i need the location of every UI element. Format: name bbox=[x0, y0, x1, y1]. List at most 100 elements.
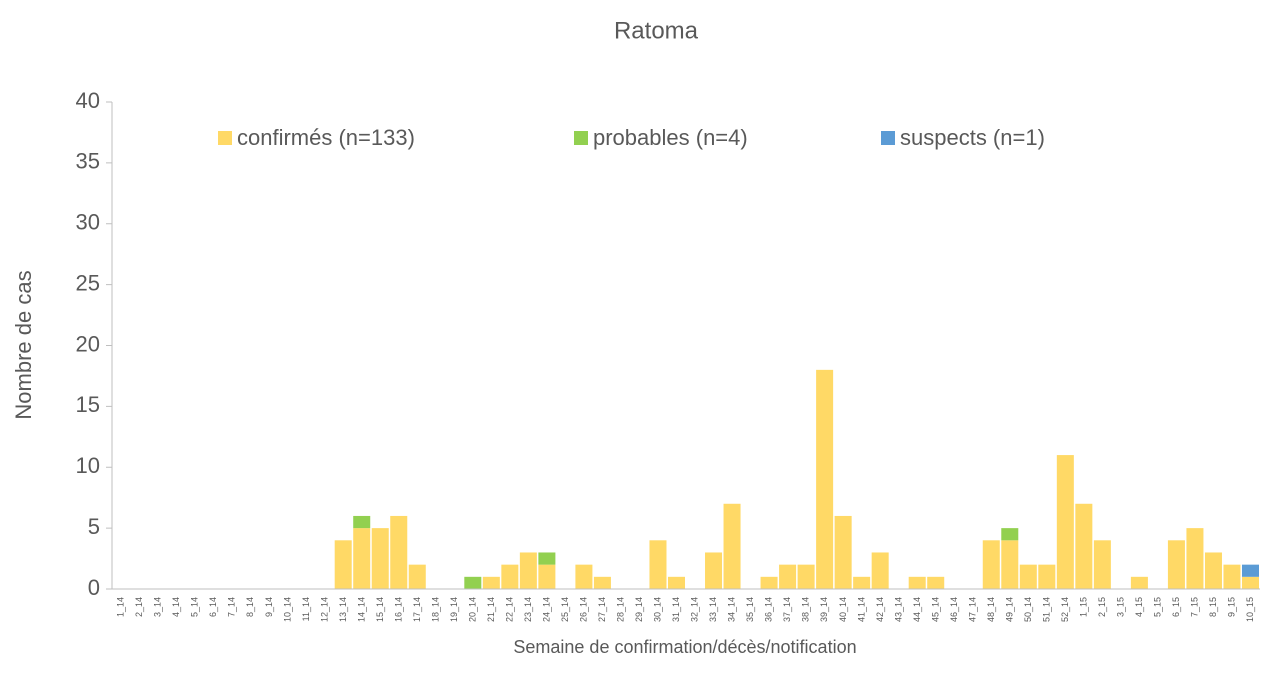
bar-segment bbox=[538, 552, 556, 565]
chart-title: Ratoma bbox=[614, 17, 699, 44]
x-tick-label: 33_14 bbox=[708, 597, 718, 622]
bar-segment bbox=[538, 564, 556, 589]
x-tick-label: 38_14 bbox=[801, 597, 811, 622]
x-tick-label: 3_14 bbox=[153, 597, 163, 617]
bar-segment bbox=[649, 540, 667, 589]
x-tick-label: 2_15 bbox=[1097, 597, 1107, 617]
x-tick-label: 8_14 bbox=[245, 597, 255, 617]
x-tick-label: 1_14 bbox=[116, 597, 126, 617]
legend-swatch bbox=[218, 131, 232, 145]
x-tick-label: 51_14 bbox=[1041, 597, 1051, 622]
bar-segment bbox=[1130, 576, 1148, 589]
bar-segment bbox=[464, 576, 482, 589]
x-tick-label: 22_14 bbox=[504, 597, 514, 622]
x-tick-label: 23_14 bbox=[523, 597, 533, 622]
x-tick-label: 13_14 bbox=[338, 597, 348, 622]
x-tick-label: 1_15 bbox=[1078, 597, 1088, 617]
y-tick-label: 0 bbox=[88, 575, 100, 600]
x-tick-label: 49_14 bbox=[1004, 597, 1014, 622]
x-tick-label: 48_14 bbox=[986, 597, 996, 622]
bar-segment bbox=[927, 576, 945, 589]
x-tick-label: 45_14 bbox=[930, 597, 940, 622]
bar-segment bbox=[853, 576, 871, 589]
x-tick-label: 6_14 bbox=[208, 597, 218, 617]
bar-segment bbox=[779, 564, 797, 589]
bar-segment bbox=[353, 528, 371, 589]
x-tick-label: 9_15 bbox=[1227, 597, 1237, 617]
x-tick-label: 4_15 bbox=[1134, 597, 1144, 617]
legend-swatch bbox=[881, 131, 895, 145]
x-tick-label: 14_14 bbox=[356, 597, 366, 622]
x-tick-label: 27_14 bbox=[597, 597, 607, 622]
x-tick-label: 6_15 bbox=[1171, 597, 1181, 617]
bar-segment bbox=[1093, 540, 1111, 589]
bar-segment bbox=[723, 503, 741, 589]
x-tick-label: 28_14 bbox=[616, 597, 626, 622]
y-tick-label: 40 bbox=[76, 88, 100, 113]
x-tick-label: 4_14 bbox=[171, 597, 181, 617]
x-tick-label: 39_14 bbox=[819, 597, 829, 622]
bar-segment bbox=[1223, 564, 1241, 589]
bar-segment bbox=[982, 540, 1000, 589]
x-tick-label: 26_14 bbox=[579, 597, 589, 622]
x-tick-label: 29_14 bbox=[634, 597, 644, 622]
bar-segment bbox=[816, 369, 834, 589]
legend-swatch bbox=[574, 131, 588, 145]
x-tick-label: 21_14 bbox=[486, 597, 496, 622]
bar-segment bbox=[1167, 540, 1185, 589]
x-tick-label: 24_14 bbox=[542, 597, 552, 622]
bar-segment bbox=[1241, 564, 1259, 577]
x-tick-label: 5_14 bbox=[190, 597, 200, 617]
x-tick-label: 19_14 bbox=[449, 597, 459, 622]
bar-segment bbox=[1241, 576, 1259, 589]
x-tick-label: 3_15 bbox=[1116, 597, 1126, 617]
bar-segment bbox=[390, 515, 408, 589]
x-tick-label: 5_15 bbox=[1153, 597, 1163, 617]
y-tick-label: 5 bbox=[88, 514, 100, 539]
legend-label: suspects (n=1) bbox=[900, 125, 1045, 150]
legend-label: confirmés (n=133) bbox=[237, 125, 415, 150]
x-tick-label: 43_14 bbox=[893, 597, 903, 622]
x-tick-label: 15_14 bbox=[375, 597, 385, 622]
bar-segment bbox=[371, 528, 389, 589]
x-tick-label: 8_15 bbox=[1208, 597, 1218, 617]
x-tick-label: 44_14 bbox=[912, 597, 922, 622]
bar-segment bbox=[1001, 528, 1019, 541]
bar-segment bbox=[1001, 540, 1019, 589]
x-tick-label: 25_14 bbox=[560, 597, 570, 622]
x-tick-label: 12_14 bbox=[319, 597, 329, 622]
bar-segment bbox=[1075, 503, 1093, 589]
bar-segment bbox=[667, 576, 685, 589]
bar-segment bbox=[593, 576, 611, 589]
bar-segment bbox=[871, 552, 889, 589]
bar-segment bbox=[1038, 564, 1056, 589]
y-tick-label: 20 bbox=[76, 331, 100, 356]
x-tick-label: 18_14 bbox=[430, 597, 440, 622]
x-tick-label: 37_14 bbox=[782, 597, 792, 622]
x-tick-label: 20_14 bbox=[467, 597, 477, 622]
bar-segment bbox=[519, 552, 537, 589]
bar-segment bbox=[408, 564, 426, 589]
x-tick-label: 34_14 bbox=[727, 597, 737, 622]
x-tick-label: 11_14 bbox=[301, 597, 311, 621]
bar-segment bbox=[501, 564, 519, 589]
y-tick-label: 10 bbox=[76, 453, 100, 478]
y-tick-label: 15 bbox=[76, 392, 100, 417]
bar-segment bbox=[797, 564, 815, 589]
x-tick-label: 32_14 bbox=[690, 597, 700, 622]
y-tick-label: 30 bbox=[76, 210, 100, 235]
x-tick-label: 47_14 bbox=[967, 597, 977, 622]
x-tick-label: 36_14 bbox=[764, 597, 774, 622]
x-tick-label: 7_14 bbox=[227, 597, 237, 617]
bar-segment bbox=[334, 540, 352, 589]
bar-segment bbox=[1019, 564, 1037, 589]
bar-segment bbox=[353, 515, 371, 529]
y-tick-label: 25 bbox=[76, 270, 100, 295]
x-axis-label: Semaine de confirmation/décès/notificati… bbox=[513, 637, 856, 657]
y-tick-label: 35 bbox=[76, 149, 100, 174]
x-tick-label: 10_15 bbox=[1245, 597, 1255, 622]
bar-segment bbox=[834, 515, 852, 589]
x-tick-label: 16_14 bbox=[393, 597, 403, 622]
x-tick-label: 40_14 bbox=[838, 597, 848, 622]
